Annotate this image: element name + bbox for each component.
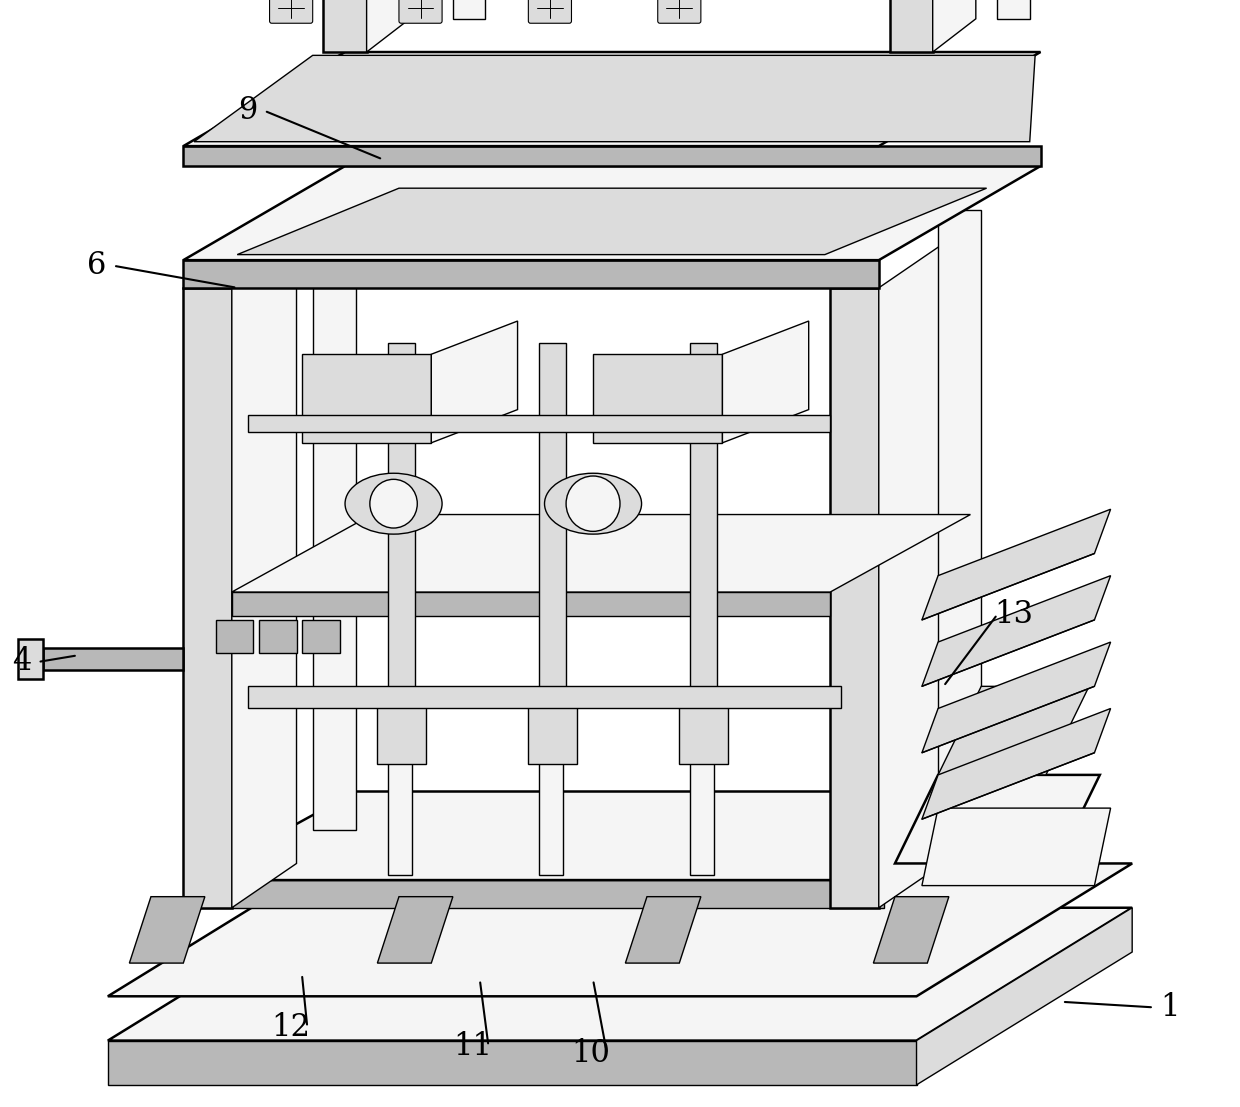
Polygon shape	[539, 708, 563, 875]
Circle shape	[370, 479, 418, 528]
FancyBboxPatch shape	[657, 0, 701, 23]
Polygon shape	[680, 697, 728, 764]
Polygon shape	[528, 697, 577, 764]
Polygon shape	[873, 897, 949, 963]
Polygon shape	[19, 639, 43, 679]
Polygon shape	[895, 775, 1100, 863]
Polygon shape	[184, 260, 879, 288]
Polygon shape	[377, 697, 425, 764]
Polygon shape	[195, 880, 884, 908]
Ellipse shape	[544, 473, 641, 534]
Polygon shape	[691, 343, 717, 708]
Polygon shape	[232, 515, 971, 592]
Polygon shape	[939, 210, 981, 830]
Polygon shape	[195, 792, 1045, 880]
Polygon shape	[879, 244, 944, 908]
Polygon shape	[889, 0, 932, 52]
Polygon shape	[184, 166, 1040, 260]
Polygon shape	[248, 686, 841, 708]
Polygon shape	[921, 576, 1111, 686]
Text: 1: 1	[1161, 992, 1179, 1023]
Polygon shape	[388, 708, 412, 875]
Text: 6: 6	[87, 250, 107, 281]
Polygon shape	[108, 863, 1132, 996]
Polygon shape	[377, 897, 453, 963]
Polygon shape	[108, 908, 1132, 1041]
Polygon shape	[388, 343, 415, 708]
Text: 11: 11	[453, 1031, 492, 1062]
Polygon shape	[43, 648, 184, 670]
Polygon shape	[932, 0, 976, 52]
Text: 13: 13	[994, 599, 1033, 630]
Polygon shape	[184, 288, 232, 908]
Polygon shape	[625, 897, 701, 963]
Polygon shape	[432, 321, 517, 443]
Polygon shape	[184, 146, 1040, 166]
Text: 10: 10	[572, 1038, 610, 1069]
Polygon shape	[539, 343, 567, 708]
FancyBboxPatch shape	[528, 0, 572, 23]
Polygon shape	[312, 210, 356, 830]
Polygon shape	[324, 0, 367, 52]
Polygon shape	[232, 244, 296, 908]
Circle shape	[567, 476, 620, 531]
Polygon shape	[691, 708, 714, 875]
Polygon shape	[237, 188, 987, 255]
Text: 9: 9	[238, 95, 258, 126]
Polygon shape	[921, 509, 1111, 620]
Text: 4: 4	[12, 646, 31, 677]
Polygon shape	[997, 0, 1029, 19]
Polygon shape	[108, 1041, 916, 1085]
Polygon shape	[453, 0, 485, 19]
Polygon shape	[916, 908, 1132, 1085]
Polygon shape	[184, 52, 1040, 146]
Polygon shape	[921, 808, 1111, 886]
Polygon shape	[216, 620, 253, 653]
Polygon shape	[232, 592, 831, 617]
Polygon shape	[259, 620, 296, 653]
Polygon shape	[129, 897, 205, 963]
Polygon shape	[248, 415, 831, 432]
Polygon shape	[831, 288, 879, 908]
FancyBboxPatch shape	[399, 0, 443, 23]
Polygon shape	[921, 708, 1111, 819]
FancyBboxPatch shape	[269, 0, 312, 23]
Polygon shape	[367, 0, 409, 52]
Polygon shape	[939, 686, 1089, 775]
Ellipse shape	[345, 473, 443, 534]
Text: 12: 12	[272, 1012, 311, 1043]
Polygon shape	[301, 620, 340, 653]
Polygon shape	[921, 642, 1111, 753]
Polygon shape	[723, 321, 808, 443]
Polygon shape	[195, 55, 1035, 142]
Polygon shape	[301, 354, 432, 443]
Polygon shape	[593, 354, 723, 443]
